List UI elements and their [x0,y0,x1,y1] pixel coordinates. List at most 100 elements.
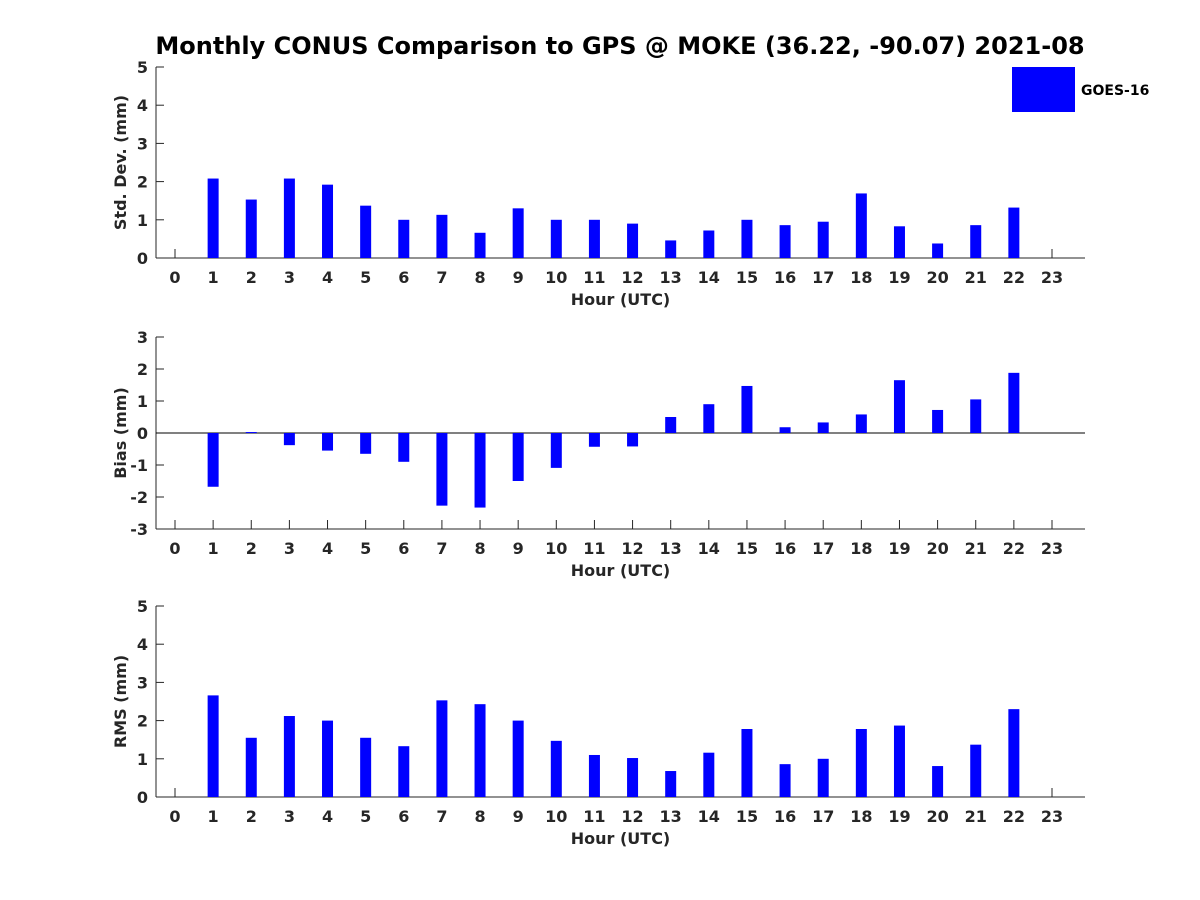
bar-hour-17 [817,221,829,258]
x-tick-label: 2 [246,807,257,826]
y-tick-label: 1 [137,211,148,230]
x-tick-label: 1 [208,807,219,826]
y-tick-label: 1 [137,750,148,769]
x-tick-label: 14 [698,807,720,826]
x-tick-label: 4 [322,268,333,287]
bar-hour-21 [970,744,982,797]
bar-hour-21 [970,225,982,258]
bar-hour-17 [817,422,829,433]
x-tick-label: 4 [322,807,333,826]
bar-hour-19 [893,226,905,258]
x-tick-label: 17 [812,539,834,558]
bar-hour-3 [283,433,295,446]
x-tick-label: 15 [736,807,758,826]
bar-hour-17 [817,758,829,797]
x-tick-label: 6 [398,268,409,287]
bar-hour-1 [207,695,219,797]
y-axis-label: Bias (mm) [111,387,130,479]
x-axis-label: Hour (UTC) [571,829,671,848]
x-tick-label: 3 [284,268,295,287]
x-tick-label: 18 [850,807,872,826]
bar-hour-15 [741,385,753,433]
y-tick-label: 3 [137,134,148,153]
y-tick-label: -3 [130,520,148,539]
bar-hour-12 [627,758,639,797]
x-tick-label: 14 [698,539,720,558]
x-tick-label: 5 [360,539,371,558]
y-tick-label: 3 [137,328,148,347]
x-tick-label: 1 [208,539,219,558]
y-tick-label: 4 [137,635,148,654]
chart-legend: GOES-16 [1012,67,1149,112]
x-tick-label: 21 [965,268,987,287]
x-axis-label: Hour (UTC) [571,290,671,309]
bar-hour-2 [245,432,257,434]
y-tick-label: 5 [137,58,148,77]
x-tick-label: 7 [436,268,447,287]
bar-hour-7 [436,214,448,258]
bar-hour-1 [207,433,219,487]
bar-hour-13 [665,417,677,433]
x-tick-label: 5 [360,268,371,287]
x-tick-label: 0 [169,539,180,558]
x-tick-label: 9 [513,268,524,287]
bar-hour-11 [588,433,600,447]
bar-hour-18 [855,729,867,797]
bar-hour-14 [703,752,715,797]
x-tick-label: 4 [322,539,333,558]
y-tick-label: 4 [137,96,148,115]
x-tick-label: 9 [513,807,524,826]
legend-swatch [1012,67,1075,112]
x-tick-label: 20 [926,268,948,287]
bar-hour-5 [360,433,372,454]
x-tick-label: 22 [1003,268,1025,287]
x-tick-label: 12 [621,268,643,287]
x-tick-label: 2 [246,539,257,558]
chart-title: Monthly CONUS Comparison to GPS @ MOKE (… [155,32,1084,60]
bar-hour-6 [398,746,410,797]
bar-hour-21 [970,399,982,433]
bar-hour-22 [1008,207,1020,258]
bar-hour-6 [398,433,410,462]
bar-hour-2 [245,737,257,797]
x-tick-label: 16 [774,539,796,558]
x-tick-label: 11 [583,268,605,287]
x-tick-label: 1 [208,268,219,287]
x-tick-label: 15 [736,268,758,287]
x-tick-label: 23 [1041,539,1063,558]
x-tick-label: 23 [1041,268,1063,287]
y-tick-label: 0 [137,788,148,807]
bar-hour-12 [627,223,639,258]
x-tick-label: 17 [812,807,834,826]
legend-label: GOES-16 [1081,83,1149,99]
bar-hour-1 [207,178,219,258]
bar-hour-14 [703,230,715,258]
x-tick-label: 21 [965,807,987,826]
bar-hour-12 [627,433,639,447]
bar-hour-15 [741,219,753,258]
x-tick-label: 13 [660,268,682,287]
y-tick-label: 2 [137,712,148,731]
x-tick-label: 8 [474,807,485,826]
x-tick-label: 12 [621,539,643,558]
bar-hour-20 [932,243,944,258]
x-tick-label: 7 [436,539,447,558]
x-tick-label: 15 [736,539,758,558]
bar-hour-10 [550,433,562,468]
bar-hour-2 [245,199,257,258]
x-tick-label: 18 [850,539,872,558]
bar-hour-8 [474,704,486,797]
x-tick-label: 10 [545,268,567,287]
x-tick-label: 16 [774,807,796,826]
bar-hour-4 [322,184,334,258]
bar-hour-7 [436,700,448,797]
bar-hour-8 [474,433,486,508]
y-tick-label: 0 [137,249,148,268]
bar-hour-4 [322,720,334,797]
x-tick-label: 8 [474,539,485,558]
x-tick-label: 22 [1003,539,1025,558]
bar-hour-16 [779,764,791,797]
bar-hour-19 [893,380,905,433]
